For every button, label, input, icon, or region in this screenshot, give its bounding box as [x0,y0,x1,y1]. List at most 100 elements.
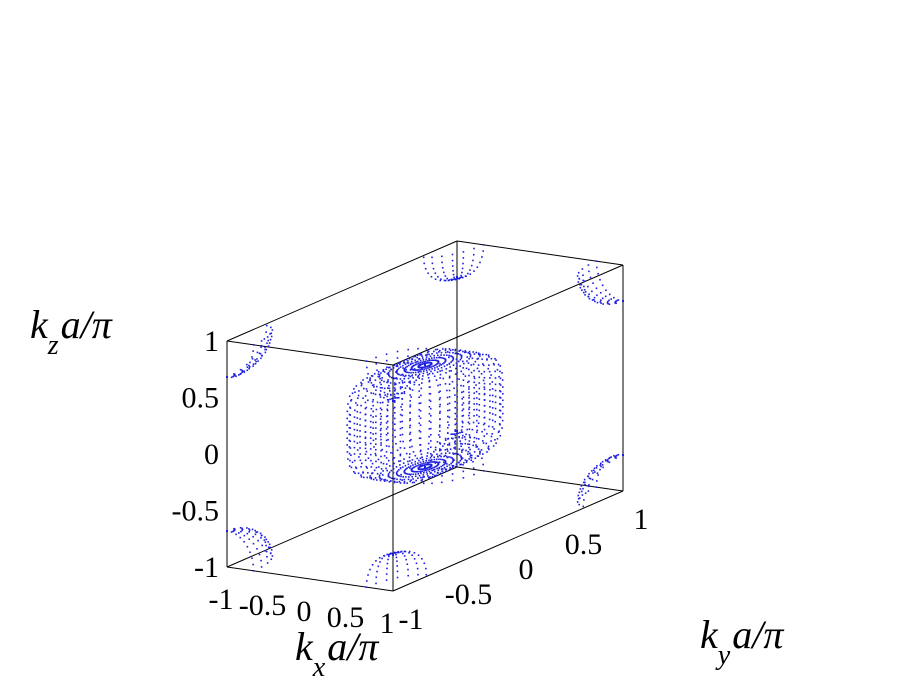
surface-point [444,275,447,277]
surface-point [445,455,448,458]
surface-point [403,362,406,364]
surface-point [461,398,464,400]
surface-point [473,353,476,355]
surface-point [407,360,409,362]
surface-point [226,376,228,378]
surface-point [467,443,469,445]
surface-point [457,277,459,280]
surface-point [471,357,474,360]
surface-point [593,469,595,472]
surface-point [387,459,390,462]
surface-point [444,459,446,462]
surface-point [429,433,432,436]
surface-point [608,461,611,464]
surface-point [421,357,424,359]
surface-point [456,415,458,417]
surface-point [407,364,410,367]
surface-point [408,552,410,554]
surface-point [490,374,492,376]
surface-point [379,407,382,410]
surface-point [241,529,243,532]
surface-point [346,437,348,440]
surface-point [252,542,255,545]
surface-point [406,563,409,566]
surface-point [383,387,386,390]
surface-point [450,433,453,436]
surface-point [454,436,457,439]
surface-point [459,431,461,434]
surface-point [405,558,407,561]
surface-point [443,461,445,464]
surface-point [380,455,382,458]
surface-point [369,378,371,381]
surface-point [472,467,475,469]
surface-point [409,424,412,427]
surface-point [463,461,465,464]
surface-point [435,356,438,359]
surface-point [346,430,348,433]
surface-point [403,377,406,380]
surface-point [414,371,417,374]
surface-point [379,418,382,420]
surface-point [494,357,496,360]
surface-point [408,473,410,476]
surface-point [455,422,458,425]
surface-point [421,368,423,370]
surface-point [373,469,376,472]
surface-point [462,276,464,279]
surface-point [425,347,428,350]
surface-point [414,460,417,463]
surface-point [607,460,609,463]
surface-point [389,465,391,467]
surface-point [455,463,458,465]
surface-point [233,527,235,530]
surface-point [353,434,356,437]
surface-point [419,431,422,433]
surface-point [473,436,476,439]
surface-point [442,471,445,474]
surface-point [380,478,383,480]
surface-point [226,530,228,532]
surface-point [584,483,586,486]
surface-point [466,356,469,358]
surface-point [380,468,383,470]
surface-point [607,302,609,305]
surface-point [241,369,243,372]
surface-point [354,472,356,475]
surface-point [446,465,448,468]
surface-point [409,446,411,449]
surface-point [379,429,382,432]
surface-point [409,382,411,384]
surface-point [409,460,411,462]
surface-point [469,273,472,276]
surface-point [439,448,441,450]
surface-point [463,362,465,365]
surface-point [411,374,413,377]
surface-point [428,412,431,415]
surface-point [375,443,377,446]
surface-point [587,285,589,288]
surface-point [412,355,415,358]
surface-point [479,353,481,356]
surface-point [415,361,418,363]
surface-point [376,479,378,481]
surface-point [582,505,585,508]
surface-point [257,539,259,542]
surface-point [583,285,585,288]
surface-point [473,415,475,417]
surface-point [427,469,429,471]
surface-point [588,293,590,295]
surface-point [422,366,424,369]
surface-point [409,363,412,366]
surface-point [400,475,402,478]
surface-point [430,357,433,359]
surface-point [613,454,615,457]
surface-point [455,367,457,370]
surface-point [582,291,585,294]
surface-point [443,459,445,461]
surface-point [450,355,452,357]
surface-point [399,482,402,484]
surface-point [381,474,384,476]
surface-point [415,379,417,382]
surface-point [268,342,271,344]
